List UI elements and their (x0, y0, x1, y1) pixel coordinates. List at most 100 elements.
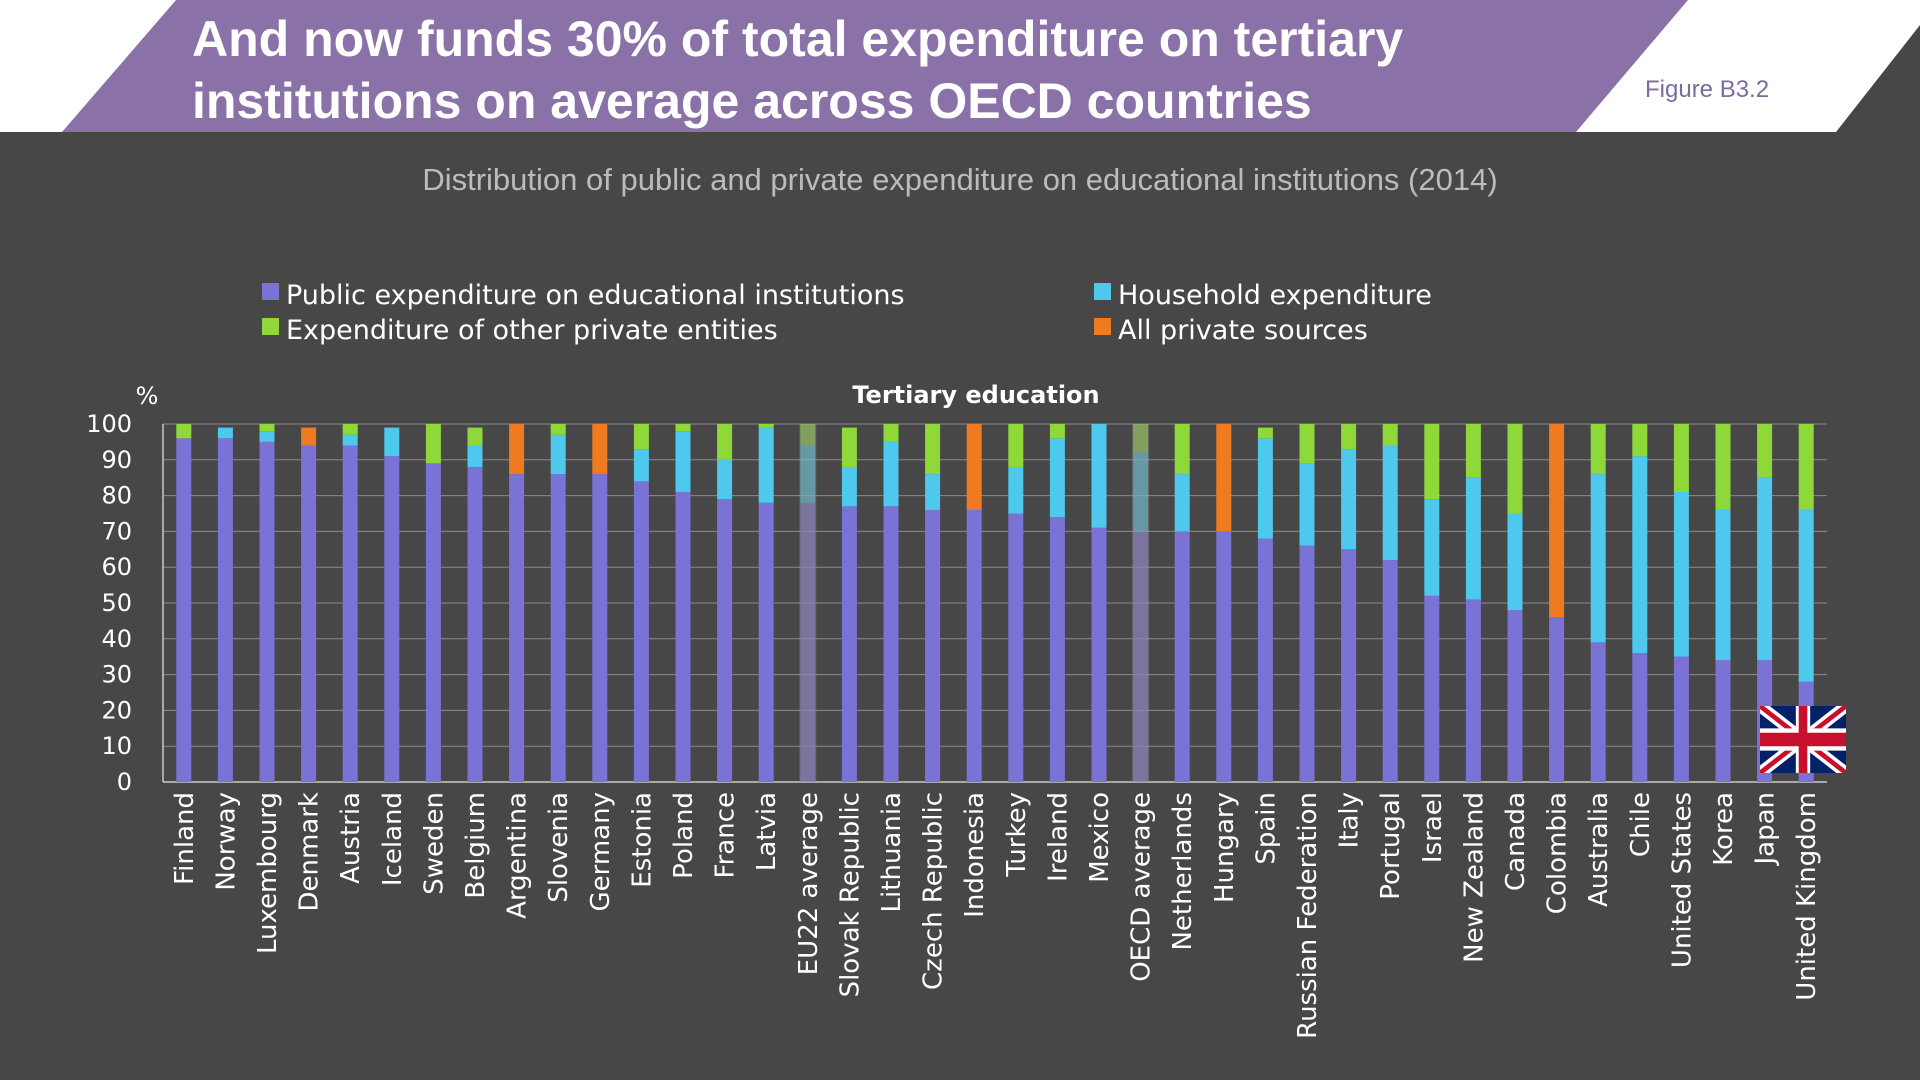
y-tick-label: 70 (101, 517, 132, 545)
bar-segment-expenditure-of-other-private-entities (1133, 424, 1149, 453)
bar-segment-household-expenditure (1299, 463, 1315, 546)
bar-segment-public-expenditure-on-educational-institutions (259, 441, 275, 782)
bar-segment-household-expenditure (800, 445, 816, 503)
legend-label-all-private: All private sources (1118, 315, 1368, 346)
bar-segment-public-expenditure-on-educational-institutions (301, 445, 317, 782)
united-kingdom-flag-icon (1760, 706, 1846, 773)
y-tick-label: 100 (86, 410, 132, 438)
y-tick-label: 30 (101, 661, 132, 689)
bar-segment-public-expenditure-on-educational-institutions (1424, 595, 1440, 782)
x-tick-label: Germany (586, 792, 616, 912)
bar-segment-all-private-sources (509, 424, 525, 475)
bar-segment-public-expenditure-on-educational-institutions (675, 492, 691, 782)
legend-item-public: Public expenditure on educational instit… (262, 278, 905, 314)
x-tick-label: Turkey (1002, 792, 1032, 878)
chart-subtitle: Distribution of public and private expen… (422, 162, 1498, 197)
x-tick-label: Mexico (1085, 792, 1115, 883)
x-tick-label: EU22 average (794, 792, 824, 975)
x-tick-label: Estonia (627, 792, 657, 888)
chart-title: Tertiary education (852, 381, 1099, 409)
bar-segment-all-private-sources (1549, 424, 1565, 618)
legend-swatch-all-private (1094, 318, 1111, 335)
bar-segment-household-expenditure (925, 474, 941, 510)
x-tick-label: Slovenia (544, 792, 574, 903)
legend-label-other-private: Expenditure of other private entities (286, 315, 778, 346)
bar-segment-household-expenditure (259, 431, 275, 442)
bar-segment-household-expenditure (1757, 477, 1773, 661)
bar-segment-public-expenditure-on-educational-institutions (966, 509, 982, 782)
bar-segment-household-expenditure (717, 459, 733, 500)
bar-segment-public-expenditure-on-educational-institutions (1341, 549, 1357, 782)
bar-segment-expenditure-of-other-private-entities (758, 424, 774, 428)
bar-segment-public-expenditure-on-educational-institutions (509, 474, 525, 782)
bar-segment-expenditure-of-other-private-entities (1424, 424, 1440, 500)
bar-segment-household-expenditure (1049, 438, 1065, 518)
bar-segment-public-expenditure-on-educational-institutions (1673, 656, 1689, 782)
bar-segment-public-expenditure-on-educational-institutions (1091, 527, 1107, 782)
bar-segment-public-expenditure-on-educational-institutions (883, 506, 899, 782)
bar-segment-public-expenditure-on-educational-institutions (1382, 560, 1398, 782)
bar-segment-household-expenditure (217, 427, 233, 439)
bar-segment-public-expenditure-on-educational-institutions (925, 509, 941, 782)
bar-segment-expenditure-of-other-private-entities (1590, 424, 1606, 475)
y-tick-label: 90 (101, 446, 132, 474)
bar-segment-expenditure-of-other-private-entities (342, 424, 358, 435)
bar-segment-public-expenditure-on-educational-institutions (592, 474, 608, 782)
x-tick-label: Spain (1251, 792, 1281, 865)
bar-segment-expenditure-of-other-private-entities (467, 427, 483, 446)
bar-segment-public-expenditure-on-educational-institutions (1549, 617, 1565, 782)
x-tick-label: Poland (669, 792, 699, 879)
bar-segment-household-expenditure (384, 427, 400, 457)
bar-segment-household-expenditure (1257, 438, 1273, 539)
bar-segment-public-expenditure-on-educational-institutions (1715, 660, 1731, 782)
x-tick-label: Iceland (378, 792, 408, 886)
bar-segment-expenditure-of-other-private-entities (1632, 424, 1648, 457)
bar-segment-household-expenditure (633, 449, 649, 482)
x-tick-label: Finland (170, 792, 200, 885)
bar-segment-expenditure-of-other-private-entities (1299, 424, 1315, 464)
bar-segment-expenditure-of-other-private-entities (717, 424, 733, 460)
bar-segment-public-expenditure-on-educational-institutions (1632, 653, 1648, 782)
bar-segment-expenditure-of-other-private-entities (1382, 424, 1398, 446)
x-tick-label: Belgium (461, 792, 491, 899)
legend-swatch-public (262, 283, 279, 300)
x-tick-label: France (711, 792, 741, 878)
bar-segment-household-expenditure (1507, 513, 1523, 611)
bar-segment-public-expenditure-on-educational-institutions (384, 456, 400, 782)
bar-segment-household-expenditure (1133, 452, 1149, 532)
x-tick-label: Australia (1584, 792, 1614, 907)
bar-segment-expenditure-of-other-private-entities (675, 424, 691, 432)
legend-item-household: Household expenditure (1094, 278, 1432, 314)
bar-segment-household-expenditure (342, 434, 358, 446)
bar-segment-household-expenditure (1673, 492, 1689, 657)
bar-segment-expenditure-of-other-private-entities (1257, 427, 1273, 439)
bar-segment-household-expenditure (675, 431, 691, 493)
bar-segment-household-expenditure (758, 427, 774, 503)
bar-segment-expenditure-of-other-private-entities (800, 424, 816, 446)
bar-segment-expenditure-of-other-private-entities (176, 424, 192, 439)
x-tick-label: Lithuania (877, 792, 907, 912)
bar-segment-expenditure-of-other-private-entities (1008, 424, 1024, 467)
x-tick-label: Colombia (1543, 792, 1573, 914)
bar-segment-public-expenditure-on-educational-institutions (1465, 599, 1481, 782)
x-tick-label: Netherlands (1168, 792, 1198, 951)
x-tick-label: OECD average (1127, 792, 1157, 982)
y-tick-label: 0 (117, 768, 132, 796)
bar-segment-public-expenditure-on-educational-institutions (176, 438, 192, 782)
x-tick-label: Korea (1709, 792, 1739, 866)
bar-segment-household-expenditure (1174, 474, 1190, 532)
x-tick-label: Slovak Republic (835, 792, 865, 997)
bar-segment-public-expenditure-on-educational-institutions (841, 506, 857, 782)
y-tick-label: 60 (101, 553, 132, 581)
bar-segment-expenditure-of-other-private-entities (883, 424, 899, 442)
bar-segment-expenditure-of-other-private-entities (1715, 424, 1731, 510)
x-tick-label: Austria (336, 792, 366, 884)
bar-segment-household-expenditure (1632, 456, 1648, 654)
x-tick-label: Israel (1418, 792, 1448, 863)
bar-segment-expenditure-of-other-private-entities (1465, 424, 1481, 478)
bar-segment-public-expenditure-on-educational-institutions (1257, 538, 1273, 782)
bar-segment-expenditure-of-other-private-entities (550, 424, 566, 435)
y-tick-label: 10 (101, 732, 132, 760)
x-tick-label: United States (1667, 792, 1697, 968)
